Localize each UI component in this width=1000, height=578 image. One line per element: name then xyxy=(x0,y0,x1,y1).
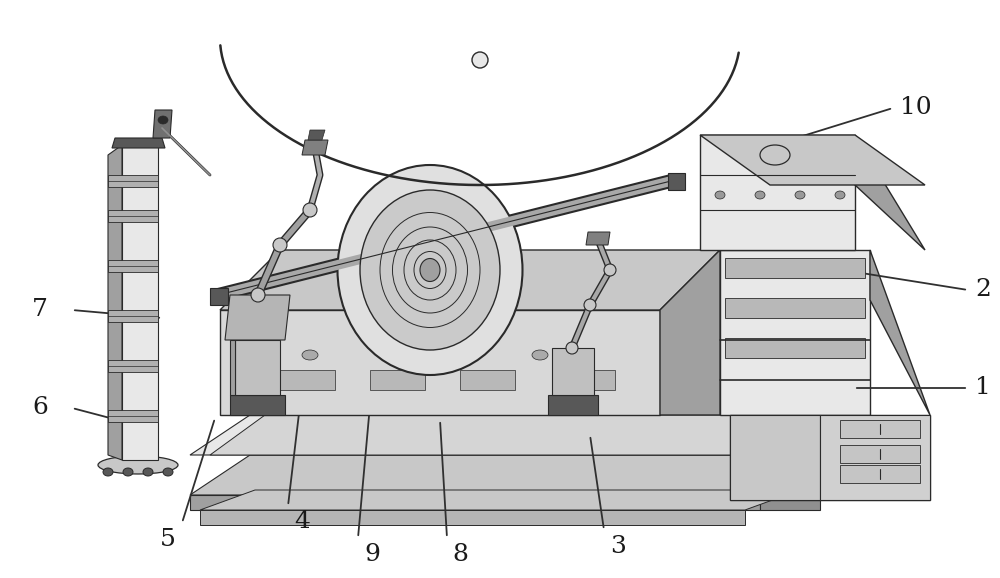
Polygon shape xyxy=(190,415,820,455)
Ellipse shape xyxy=(123,468,133,476)
Ellipse shape xyxy=(760,145,790,165)
Text: 4: 4 xyxy=(294,510,310,533)
Polygon shape xyxy=(122,145,158,460)
Polygon shape xyxy=(730,415,930,500)
Ellipse shape xyxy=(103,468,113,476)
Ellipse shape xyxy=(273,238,287,252)
Polygon shape xyxy=(840,420,920,438)
Ellipse shape xyxy=(303,203,317,217)
Polygon shape xyxy=(552,348,594,395)
Polygon shape xyxy=(190,455,820,495)
Polygon shape xyxy=(200,510,745,525)
Polygon shape xyxy=(700,135,925,185)
Text: 7: 7 xyxy=(32,298,48,321)
Text: 3: 3 xyxy=(610,535,626,558)
Polygon shape xyxy=(108,175,158,187)
Polygon shape xyxy=(280,370,335,390)
Polygon shape xyxy=(190,495,760,510)
Polygon shape xyxy=(108,260,158,272)
Ellipse shape xyxy=(338,165,522,375)
Polygon shape xyxy=(840,445,920,463)
Polygon shape xyxy=(210,288,228,305)
Polygon shape xyxy=(108,145,122,460)
Ellipse shape xyxy=(360,190,500,350)
Text: 9: 9 xyxy=(364,543,380,566)
Polygon shape xyxy=(725,338,865,358)
Polygon shape xyxy=(235,340,280,395)
Ellipse shape xyxy=(604,264,616,276)
Polygon shape xyxy=(548,395,598,415)
Text: 6: 6 xyxy=(32,397,48,420)
Ellipse shape xyxy=(251,288,265,302)
Text: 2: 2 xyxy=(975,279,991,302)
Polygon shape xyxy=(725,298,865,318)
Polygon shape xyxy=(108,410,158,422)
Polygon shape xyxy=(210,415,795,455)
Polygon shape xyxy=(153,110,172,138)
Polygon shape xyxy=(225,295,290,340)
Polygon shape xyxy=(112,138,165,148)
Ellipse shape xyxy=(835,191,845,199)
Ellipse shape xyxy=(715,191,725,199)
Polygon shape xyxy=(302,140,328,155)
Ellipse shape xyxy=(420,258,440,281)
Polygon shape xyxy=(725,258,865,278)
Ellipse shape xyxy=(158,116,168,124)
Polygon shape xyxy=(840,465,920,483)
Ellipse shape xyxy=(98,456,178,474)
Polygon shape xyxy=(560,370,615,390)
Polygon shape xyxy=(870,250,930,415)
Text: 1: 1 xyxy=(975,376,991,399)
Polygon shape xyxy=(855,135,925,250)
Polygon shape xyxy=(108,310,158,322)
Polygon shape xyxy=(220,250,720,310)
Polygon shape xyxy=(108,360,158,372)
Polygon shape xyxy=(668,173,685,190)
Text: 10: 10 xyxy=(900,97,932,120)
Ellipse shape xyxy=(584,299,596,311)
Ellipse shape xyxy=(143,468,153,476)
Polygon shape xyxy=(820,415,930,500)
Polygon shape xyxy=(308,130,325,140)
Text: 8: 8 xyxy=(452,543,468,566)
Polygon shape xyxy=(370,370,425,390)
Polygon shape xyxy=(730,415,820,500)
Ellipse shape xyxy=(432,350,448,360)
Ellipse shape xyxy=(532,350,548,360)
Polygon shape xyxy=(220,310,660,415)
Ellipse shape xyxy=(566,342,578,354)
Polygon shape xyxy=(700,135,855,250)
Polygon shape xyxy=(230,340,235,395)
Polygon shape xyxy=(760,455,820,510)
Polygon shape xyxy=(586,232,610,245)
Polygon shape xyxy=(720,250,870,415)
Ellipse shape xyxy=(163,468,173,476)
Ellipse shape xyxy=(755,191,765,199)
Text: 5: 5 xyxy=(160,528,176,551)
Polygon shape xyxy=(108,210,158,222)
Ellipse shape xyxy=(302,350,318,360)
Polygon shape xyxy=(200,490,800,510)
Polygon shape xyxy=(230,395,285,415)
Polygon shape xyxy=(660,250,720,415)
Polygon shape xyxy=(460,370,515,390)
Ellipse shape xyxy=(472,52,488,68)
Ellipse shape xyxy=(795,191,805,199)
